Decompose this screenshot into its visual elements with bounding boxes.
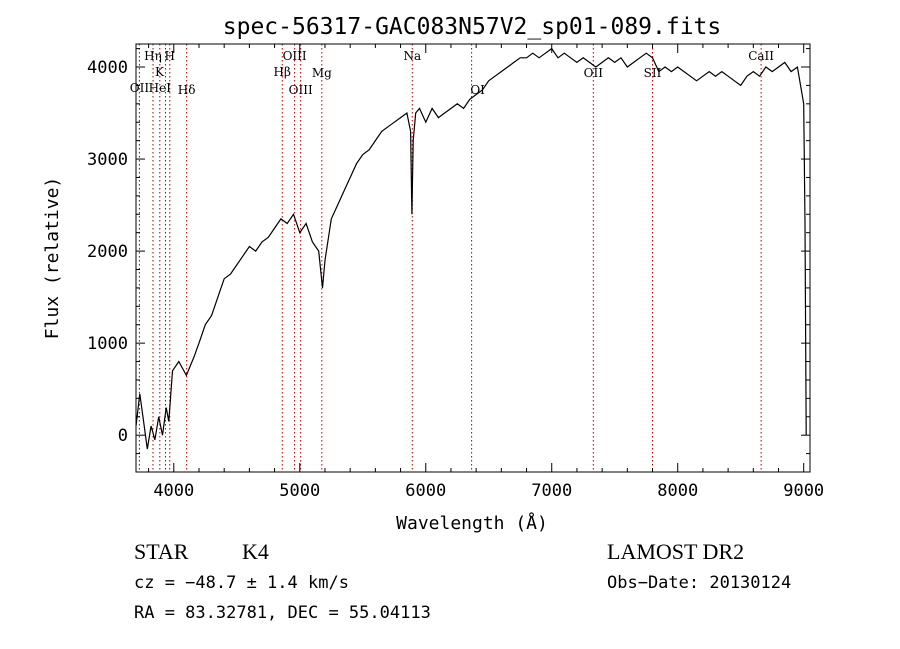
x-tick-label: 6000	[405, 481, 446, 501]
x-axis: 4000 5000 6000 7000 8000 9000	[148, 44, 824, 501]
y-axis: 0 1000 2000 3000 4000	[87, 48, 810, 455]
spectral-line-label: OIII	[289, 83, 313, 97]
spectral-line-label: Na	[403, 49, 421, 63]
spectral-line-label: OI	[470, 83, 485, 97]
spectral-line-label: Mg	[312, 66, 332, 80]
x-tick-label: 7000	[531, 481, 572, 501]
y-tick-label: 1000	[87, 334, 128, 354]
spectral-line-label: OIII	[283, 49, 307, 63]
spectral-line-label: Hδ	[178, 83, 196, 97]
redshift-value: cz = −48.7 ± 1.4 km/s	[134, 573, 349, 593]
plot-frame	[135, 43, 811, 473]
spectral-line-label: CaII	[748, 49, 774, 63]
spectral-line-label: SII	[644, 66, 662, 80]
survey-name: LAMOST DR2	[607, 539, 745, 564]
object-subclass: K4	[242, 539, 269, 564]
y-tick-label: 2000	[87, 242, 128, 262]
coordinates: RA = 83.32781, DEC = 55.04113	[134, 603, 431, 623]
y-tick-label: 4000	[87, 58, 128, 78]
spectrum-line	[135, 47, 807, 450]
spectral-line-label: Hβ	[274, 65, 291, 79]
spectral-line-label: K	[155, 65, 165, 79]
spectral-line-label: Hη	[144, 49, 162, 63]
spectral-line-label: HeI	[149, 81, 172, 95]
y-axis-label: Flux (relative)	[42, 177, 63, 340]
x-tick-label: 8000	[657, 481, 698, 501]
x-tick-label: 9000	[783, 481, 824, 501]
spectral-line-label: H	[165, 49, 175, 63]
spectral-line-label: OII	[584, 66, 604, 80]
spectral-line-label: OII	[130, 81, 150, 95]
object-class: STAR	[134, 539, 189, 564]
x-tick-label: 5000	[279, 481, 320, 501]
observation-date: Obs−Date: 20130124	[607, 573, 792, 593]
spectral-line-labels: OII Hη HeI KH Hδ Hβ OIII OIII Mg Na OI CaII OII SII	[130, 49, 775, 97]
chart-title: spec-56317-GAC083N57V2_sp01-089.fits	[223, 14, 722, 40]
y-tick-label: 0	[118, 426, 128, 446]
x-axis-label: Wavelength (Å)	[396, 512, 548, 534]
x-tick-label: 4000	[153, 481, 194, 501]
y-tick-label: 3000	[87, 150, 128, 170]
